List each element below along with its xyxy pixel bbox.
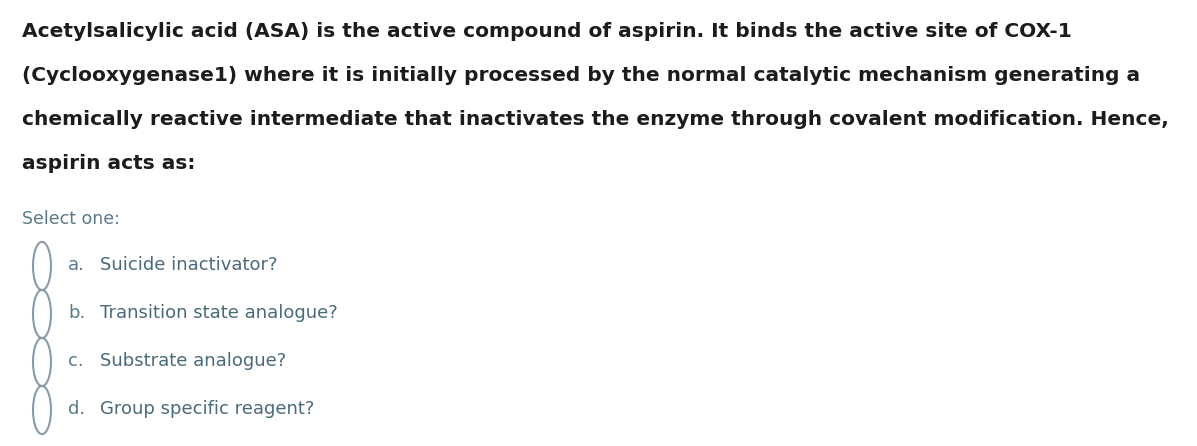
Text: Transition state analogue?: Transition state analogue? [101,304,338,322]
Text: d.: d. [68,400,85,418]
Text: aspirin acts as:: aspirin acts as: [22,154,195,173]
Text: Substrate analogue?: Substrate analogue? [101,352,286,370]
Text: (Cyclooxygenase1) where it is initially processed by the normal catalytic mechan: (Cyclooxygenase1) where it is initially … [22,66,1140,85]
Text: Select one:: Select one: [22,210,120,228]
Text: chemically reactive intermediate that inactivates the enzyme through covalent mo: chemically reactive intermediate that in… [22,110,1168,129]
Text: b.: b. [68,304,85,322]
Text: Acetylsalicylic acid (ASA) is the active compound of aspirin. It binds the activ: Acetylsalicylic acid (ASA) is the active… [22,22,1071,41]
Text: Group specific reagent?: Group specific reagent? [101,400,315,418]
Text: a.: a. [68,256,85,274]
Text: c.: c. [68,352,84,370]
Text: Suicide inactivator?: Suicide inactivator? [101,256,278,274]
